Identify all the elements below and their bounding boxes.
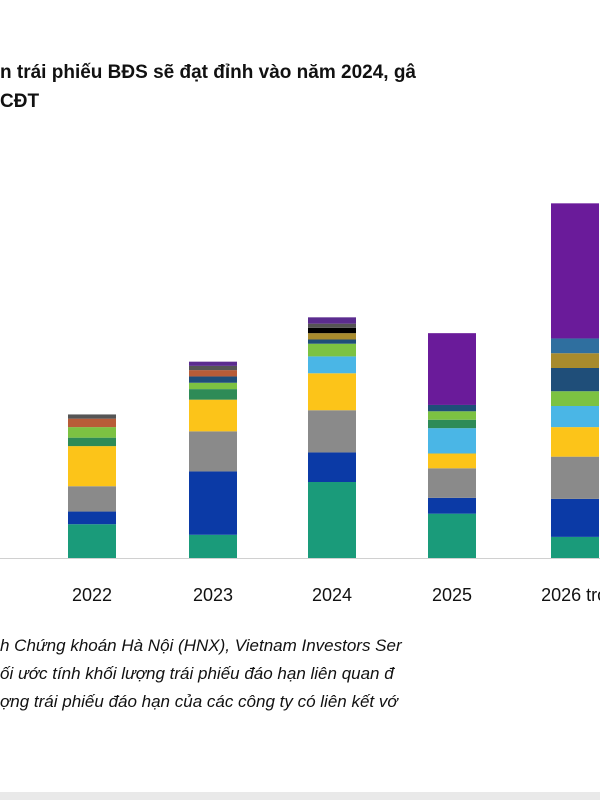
x-tick-label: 2022: [72, 585, 112, 605]
bar-segment-2024-s11: [308, 323, 356, 328]
bar-segment-2026-trở-s6: [551, 391, 599, 406]
bar-segment-2026-trở-s14: [551, 203, 599, 339]
bar-segment-2024-s4: [308, 356, 356, 374]
bar-segment-2026-trở-s1: [551, 498, 599, 537]
bar-segment-2023-s3: [189, 399, 237, 432]
bar-segment-2023-s9: [189, 370, 237, 377]
bar-segment-2026-trở-s12: [551, 338, 599, 354]
bar-segment-2023-s13: [189, 361, 237, 366]
bar-segment-2026-trở-s8: [551, 353, 599, 368]
bar-segment-2022-s1: [68, 511, 116, 525]
bar-segment-2025-s3: [428, 453, 476, 469]
x-tick-labels: 2022 2023 2024 2025 2026 trở: [72, 585, 600, 605]
x-tick-label: 2025: [432, 585, 472, 605]
bar-segment-2023-s6: [189, 382, 237, 390]
chart-title-line-1: n trái phiếu BĐS sẽ đạt đỉnh vào năm 202…: [0, 62, 416, 83]
x-tick-label: 2026 trở: [541, 585, 600, 605]
bar-segment-2025-s6: [428, 411, 476, 420]
bar-segment-2026-trở-s7: [551, 368, 599, 392]
source-note-line-2: ối ước tính khối lượng trái phiếu đáo hạ…: [0, 664, 394, 683]
bar-segment-2023-s7: [189, 376, 237, 383]
bar-segment-2024-s8: [308, 333, 356, 340]
bar-segment-2024-s1: [308, 452, 356, 482]
bar-segment-2022-s9: [68, 418, 116, 428]
bar-segment-2023-s0: [189, 534, 237, 558]
bar-segment-2026-trở-s3: [551, 427, 599, 457]
bar-segment-2025-s14: [428, 333, 476, 405]
bar-segment-2022-s2: [68, 486, 116, 512]
x-tick-label: 2024: [312, 585, 352, 605]
bar-segment-2025-s2: [428, 468, 476, 498]
bar-segment-2023-s2: [189, 431, 237, 472]
bar-segment-2022-s3: [68, 446, 116, 487]
bar-segment-2025-s4: [428, 428, 476, 454]
bar-segment-2025-s7: [428, 404, 476, 412]
stacked-bar-chart: 2022 2023 2024 2025 2026 trở: [0, 203, 600, 605]
bar-segment-2023-s11: [189, 365, 237, 371]
source-note: h Chứng khoán Hà Nội (HNX), Vietnam Inve…: [0, 632, 600, 716]
bar-segment-2025-s0: [428, 513, 476, 558]
source-note-line-3: ợng trái phiếu đáo hạn của các công ty c…: [0, 692, 398, 711]
bar-segment-2025-s5: [428, 419, 476, 429]
bar-segment-2026-trở-s4: [551, 406, 599, 428]
x-tick-label: 2023: [193, 585, 233, 605]
bar-segment-2023-s5: [189, 389, 237, 400]
chart-title-line-2: CĐT: [0, 91, 40, 112]
bar-segment-2022-s11: [68, 414, 116, 419]
bar-segment-2023-s1: [189, 471, 237, 535]
bar-segment-2024-s7: [308, 339, 356, 344]
bar-segment-2022-s0: [68, 524, 116, 558]
bar-segment-2024-s3: [308, 373, 356, 411]
chart-title: n trái phiếu BĐS sẽ đạt đỉnh vào năm 202…: [0, 58, 600, 116]
bar-segment-2024-s6: [308, 343, 356, 357]
bar-segment-2024-s13: [308, 317, 356, 324]
bar-segment-2022-s5: [68, 437, 116, 447]
bar-group: [68, 203, 599, 558]
bar-segment-2024-s0: [308, 482, 356, 558]
bottom-strip: [0, 792, 600, 800]
bar-segment-2026-trở-s2: [551, 456, 599, 499]
bar-segment-2022-s6: [68, 427, 116, 438]
bar-segment-2024-s2: [308, 410, 356, 453]
bar-segment-2026-trở-s0: [551, 536, 599, 558]
bar-segment-2025-s1: [428, 497, 476, 514]
bar-segment-2024-s10: [308, 327, 356, 334]
source-note-line-1: h Chứng khoán Hà Nội (HNX), Vietnam Inve…: [0, 636, 402, 655]
